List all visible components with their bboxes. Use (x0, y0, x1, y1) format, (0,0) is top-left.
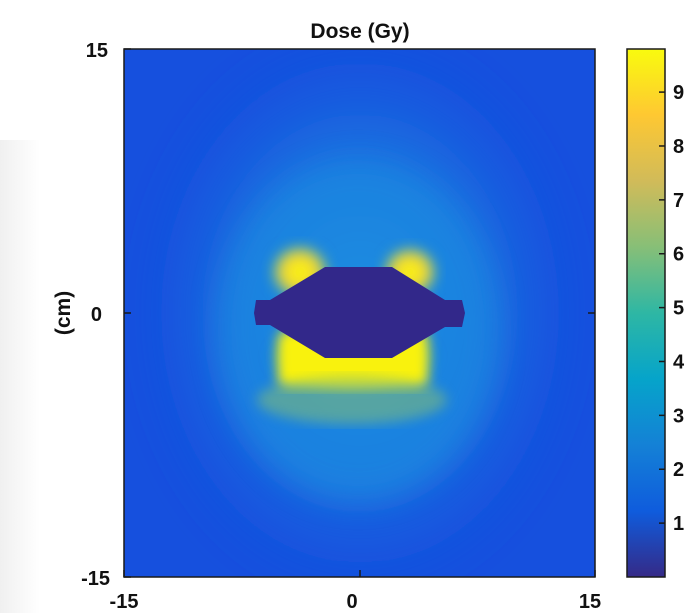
y-tick-label: -15 (81, 568, 110, 590)
heatmap-plot-area (124, 49, 595, 577)
colorbar-tick-label: 3 (673, 405, 684, 427)
y-tick-label: 15 (86, 40, 108, 62)
colorbar-tick-label: 7 (673, 190, 684, 212)
colorbar-tick-label: 5 (673, 298, 684, 320)
y-tick-labels: 15 0 -15 (81, 40, 110, 590)
left-edge-shadow (0, 140, 40, 613)
colorbar-tick-label: 1 (673, 513, 684, 535)
colorbar-tick-label: 8 (673, 136, 684, 158)
colorbar-tick-label: 9 (673, 82, 684, 104)
chart-title: Dose (Gy) (310, 20, 409, 43)
x-tick-label: 0 (346, 591, 357, 613)
colorbar-tick-label: 4 (673, 351, 685, 373)
colorbar: 1 2 3 4 5 6 7 8 9 (626, 48, 685, 578)
shielded-object (254, 267, 465, 358)
colorbar-ticks: 1 2 3 4 5 6 7 8 9 (659, 82, 685, 535)
lower-scatter-fringe (257, 376, 447, 424)
y-tick-label: 0 (91, 304, 102, 326)
colorbar-tick-label: 2 (673, 459, 684, 481)
y-axis-label: (cm) (52, 291, 75, 335)
colorbar-strip (627, 49, 665, 577)
colorbar-tick-label: 6 (673, 244, 684, 266)
x-tick-label: 15 (579, 591, 601, 613)
axis-ticks (123, 48, 596, 578)
x-tick-labels: -15 0 15 (110, 591, 602, 613)
colorbar-frame (626, 48, 666, 578)
x-tick-label: -15 (110, 591, 139, 613)
